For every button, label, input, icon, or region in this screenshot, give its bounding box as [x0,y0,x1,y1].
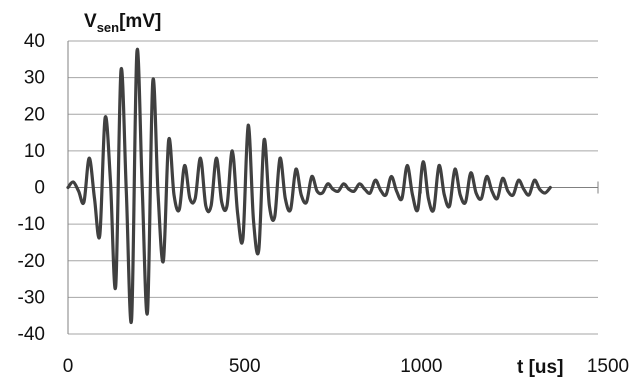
y-tick-label: -40 [18,324,45,345]
x-tick-label: 500 [229,356,261,377]
series-layer [66,47,552,324]
y-tick-label: 40 [24,31,45,52]
y-tick-label: 10 [24,141,45,162]
x-tick-label: 1000 [400,356,442,377]
x-axis-title: t [us] [517,357,563,378]
x-tick-label: 0 [63,356,74,377]
y-tick-label: 0 [34,178,45,199]
y-axis-title: Vsen[mV] [84,11,161,35]
y-axis-title-main: V [84,11,97,32]
y-axis-title-subscript: sen [97,20,119,35]
series-line-0 [66,47,552,324]
y-tick-label: 20 [24,104,45,125]
y-tick-label: -20 [18,251,45,272]
x-tick-label: 1500 [587,356,629,377]
y-axis-title-unit: [mV] [119,11,161,32]
y-tick-label: 30 [24,68,45,89]
y-tick-label: -30 [18,287,45,308]
tick-labels: 40 30 20 10 0 -10 -20 -30 -40 0 500 1000 1500 [18,31,630,377]
y-tick-label: -10 [18,214,45,235]
